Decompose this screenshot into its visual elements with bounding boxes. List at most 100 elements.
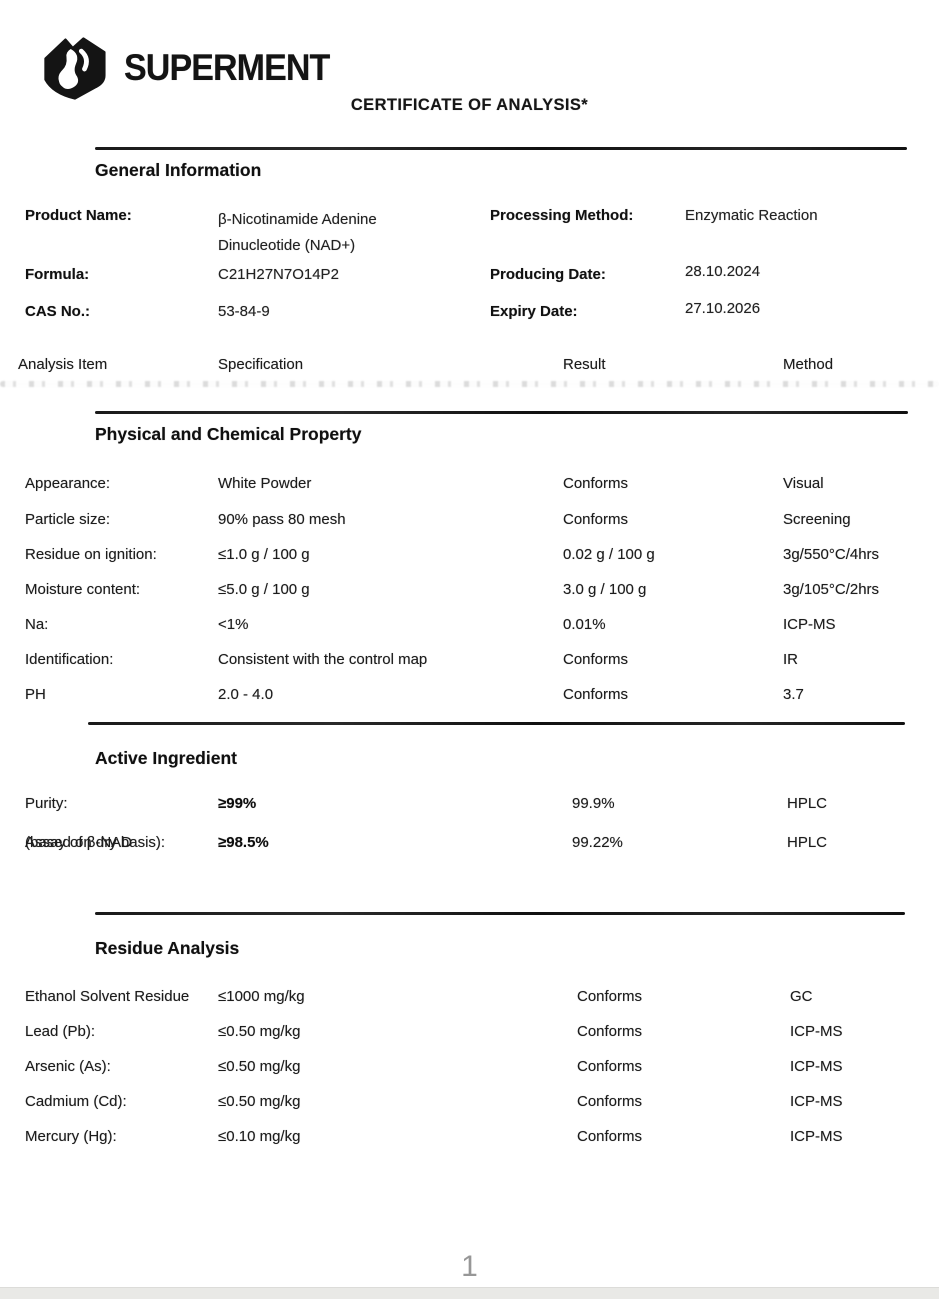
cell-item: Appearance: <box>25 475 111 492</box>
cell-spec: White Powder <box>218 475 312 492</box>
document-title: CERTIFICATE OF ANALYSIS* <box>350 96 589 114</box>
table-row: Particle size: 90% pass 80 mesh Conforms… <box>0 511 939 535</box>
cell-item: Moisture content: <box>25 581 141 598</box>
cell-spec: ≤0.50 mg/kg <box>218 1093 301 1110</box>
cell-spec: ≤0.50 mg/kg <box>218 1023 301 1040</box>
cell-item: Identification: <box>25 651 114 668</box>
cell-method: HPLC <box>787 834 828 851</box>
cell-method: ICP-MS <box>790 1128 843 1145</box>
field-value-expiry-date: 27.10.2026 <box>685 300 761 317</box>
cell-spec: 90% pass 80 mesh <box>218 511 346 528</box>
table-row: Moisture content: ≤5.0 g / 100 g 3.0 g /… <box>0 581 939 605</box>
cell-method: IR <box>783 651 798 668</box>
cell-method: 3g/550°C/4hrs <box>783 546 880 563</box>
table-row: Assay of β-NAD (based on dry basis): ≥98… <box>0 834 939 880</box>
section-divider <box>95 912 905 915</box>
column-header-analysis-item: Analysis Item <box>18 356 108 373</box>
field-label-cas-no: CAS No.: <box>25 303 90 320</box>
cell-item: Cadmium (Cd): <box>25 1093 127 1110</box>
field-value-formula: C21H27N7O14P2 <box>218 266 339 283</box>
cell-result: Conforms <box>563 686 629 703</box>
cell-result: 99.22% <box>572 834 623 851</box>
cell-method: ICP-MS <box>783 616 836 633</box>
cell-spec: ≥99% <box>218 795 257 812</box>
cell-spec: ≤1.0 g / 100 g <box>218 546 310 563</box>
cell-spec: ≤1000 mg/kg <box>218 988 305 1005</box>
cell-result: Conforms <box>563 475 629 492</box>
cell-item: PH <box>25 686 46 703</box>
field-label-product-name: Product Name: <box>25 207 132 224</box>
cell-result: 0.02 g / 100 g <box>563 546 655 563</box>
field-value-product-name: β-Nicotinamide Adenine Dinucleotide (NAD… <box>218 211 377 254</box>
table-row: PH 2.0 - 4.0 Conforms 3.7 <box>0 686 939 710</box>
cell-spec: Consistent with the control map <box>218 651 428 668</box>
cell-spec: <1% <box>218 616 249 633</box>
cell-item: Ethanol Solvent Residue <box>25 988 190 1005</box>
cell-spec: 2.0 - 4.0 <box>218 686 274 703</box>
cell-result: Conforms <box>577 988 643 1005</box>
cell-method: Visual <box>783 475 824 492</box>
section-divider <box>88 722 905 725</box>
field-label-processing-method: Processing Method: <box>490 207 634 224</box>
cell-item: Residue on ignition: <box>25 546 157 563</box>
cell-result: Conforms <box>577 1093 643 1110</box>
cell-spec: ≤0.50 mg/kg <box>218 1058 301 1075</box>
cell-method: HPLC <box>787 795 828 812</box>
cell-item: Purity: <box>25 795 68 812</box>
field-label-expiry-date: Expiry Date: <box>490 303 578 320</box>
cell-result: Conforms <box>563 511 629 528</box>
cell-method: ICP-MS <box>790 1023 843 1040</box>
table-row: Cadmium (Cd): ≤0.50 mg/kg Conforms ICP-M… <box>0 1093 939 1117</box>
column-header-method: Method <box>783 356 834 373</box>
cell-spec: ≤0.10 mg/kg <box>218 1128 301 1145</box>
table-row: Appearance: White Powder Conforms Visual <box>0 475 939 499</box>
cell-spec: ≥98.5% <box>218 834 269 851</box>
section-heading-residue-analysis: Residue Analysis <box>95 938 240 958</box>
table-row: Mercury (Hg): ≤0.10 mg/kg Conforms ICP-M… <box>0 1128 939 1152</box>
cell-method: Screening <box>783 511 851 528</box>
cell-spec: ≤5.0 g / 100 g <box>218 581 310 598</box>
table-row: Identification: Consistent with the cont… <box>0 651 939 675</box>
cell-result: Conforms <box>577 1058 643 1075</box>
cell-method: GC <box>790 988 813 1005</box>
cell-result: Conforms <box>563 651 629 668</box>
column-header-result: Result <box>563 356 606 373</box>
field-label-formula: Formula: <box>25 266 90 283</box>
section-heading-general-information: General Information <box>95 160 262 180</box>
section-heading-active-ingredient: Active Ingredient <box>95 748 237 768</box>
page-number: 1 <box>461 1250 478 1283</box>
cell-item: Assay of β-NAD <box>25 834 132 851</box>
table-row: Lead (Pb): ≤0.50 mg/kg Conforms ICP-MS <box>0 1023 939 1047</box>
cell-method: 3.7 <box>783 686 804 703</box>
superment-logo-icon <box>44 37 106 100</box>
field-value-processing-method: Enzymatic Reaction <box>685 207 818 224</box>
cell-method: ICP-MS <box>790 1093 843 1110</box>
scanner-edge-strip <box>0 1287 939 1299</box>
section-divider <box>95 411 908 414</box>
column-header-specification: Specification <box>218 356 304 373</box>
table-row: Na: <1% 0.01% ICP-MS <box>0 616 939 640</box>
table-row: Residue on ignition: ≤1.0 g / 100 g 0.02… <box>0 546 939 570</box>
cell-result: Conforms <box>577 1023 643 1040</box>
field-value-cas-no: 53-84-9 <box>218 303 270 320</box>
table-row: Purity: ≥99% 99.9% HPLC <box>0 795 939 819</box>
cell-item: Particle size: <box>25 511 111 528</box>
brand-name: SUPERMENT <box>124 47 330 88</box>
table-row: Ethanol Solvent Residue ≤1000 mg/kg Conf… <box>0 988 939 1012</box>
cell-method: 3g/105°C/2hrs <box>783 581 880 598</box>
section-heading-physical-chemical: Physical and Chemical Property <box>95 424 362 444</box>
field-value-producing-date: 28.10.2024 <box>685 263 761 280</box>
table-header-row: Analysis Item Specification Result Metho… <box>0 356 939 378</box>
cell-item: Na: <box>25 616 49 633</box>
cell-item: Lead (Pb): <box>25 1023 96 1040</box>
cell-item: Arsenic (As): <box>25 1058 111 1075</box>
cell-result: 0.01% <box>563 616 606 633</box>
field-label-producing-date: Producing Date: <box>490 266 606 283</box>
scan-noise-line <box>0 381 939 387</box>
cell-result: 99.9% <box>572 795 615 812</box>
cell-item: Mercury (Hg): <box>25 1128 117 1145</box>
cell-method: ICP-MS <box>790 1058 843 1075</box>
table-row: Arsenic (As): ≤0.50 mg/kg Conforms ICP-M… <box>0 1058 939 1082</box>
section-divider <box>95 147 907 150</box>
